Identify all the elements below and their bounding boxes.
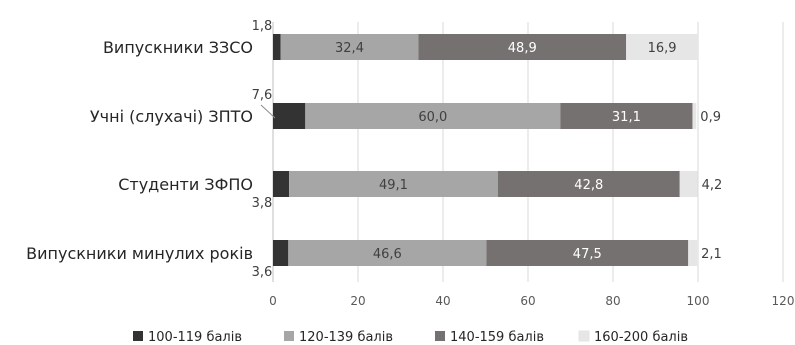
- data-label: 3,6: [252, 265, 273, 280]
- data-label: 1,8: [252, 19, 273, 34]
- data-label: 2,1: [701, 247, 722, 262]
- x-tick-label: 80: [605, 294, 620, 308]
- legend-swatch: [284, 331, 294, 341]
- leader-line: [260, 104, 276, 119]
- legend-label: 100-119 балів: [148, 330, 242, 345]
- legend-swatch: [133, 331, 143, 341]
- data-label: 42,8: [574, 178, 603, 193]
- data-label: 4,2: [702, 178, 723, 193]
- bar-segment: [418, 34, 627, 60]
- bar-segment: [288, 240, 487, 266]
- bar-segment: [486, 240, 689, 266]
- x-tick-label: 60: [520, 294, 535, 308]
- bar-segment: [273, 171, 290, 197]
- legend-label: 160-200 балів: [594, 330, 688, 345]
- bar-segment: [688, 240, 698, 266]
- data-label: 46,6: [373, 247, 402, 262]
- bar-segment: [273, 240, 289, 266]
- x-tick-label: 120: [772, 294, 795, 308]
- category-label: Випускники минулих років: [26, 244, 253, 263]
- bar-segment: [626, 34, 698, 60]
- category-label: Студенти ЗФПО: [118, 175, 253, 194]
- legend-label: 120-139 балів: [299, 330, 393, 345]
- legend-label: 140-159 балів: [450, 330, 544, 345]
- data-label: 47,5: [573, 247, 602, 262]
- data-label: 7,6: [252, 88, 273, 103]
- bar-segment: [273, 34, 281, 60]
- bar-segment: [692, 103, 697, 129]
- data-label: 31,1: [612, 110, 641, 125]
- bar-segment: [305, 103, 561, 129]
- category-label: Учні (слухачі) ЗПТО: [90, 107, 253, 126]
- data-label: 49,1: [379, 178, 408, 193]
- legend-swatch: [578, 330, 590, 342]
- x-tick-label: 20: [350, 294, 365, 308]
- bar-segment: [497, 171, 680, 197]
- x-tick-label: 100: [687, 294, 710, 308]
- bar-segment: [280, 34, 419, 60]
- bar-segment: [273, 103, 306, 129]
- data-label: 3,8: [252, 196, 273, 211]
- data-label: 0,9: [700, 110, 721, 125]
- data-label: 32,4: [335, 41, 364, 56]
- bar-segment: [560, 103, 693, 129]
- category-label: Випускники ЗЗСО: [103, 38, 253, 57]
- legend-swatch: [435, 331, 445, 341]
- x-tick-label: 40: [435, 294, 450, 308]
- data-label: 16,9: [648, 41, 677, 56]
- x-tick-label: 0: [269, 294, 277, 308]
- bar-segment: [679, 171, 698, 197]
- data-label: 48,9: [508, 41, 537, 56]
- data-label: 60,0: [418, 110, 447, 125]
- bar-segment: [289, 171, 498, 197]
